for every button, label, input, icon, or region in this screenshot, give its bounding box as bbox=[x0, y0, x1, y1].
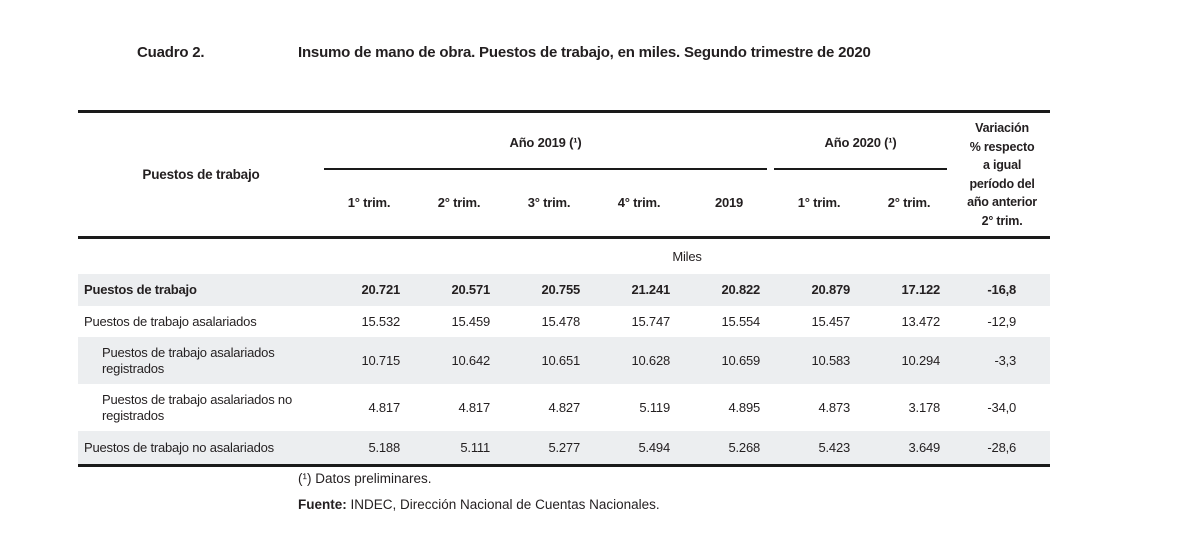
footnotes: (¹) Datos preliminares. Fuente: INDEC, D… bbox=[298, 471, 660, 513]
value-cell: 10.642 bbox=[414, 337, 504, 384]
year-2019-group-label: Año 2019 (¹) bbox=[324, 135, 768, 170]
source-note: Fuente: INDEC, Dirección Nacional de Cue… bbox=[298, 497, 660, 513]
value-cell: 17.122 bbox=[864, 274, 955, 306]
value-cell: 10.651 bbox=[504, 337, 594, 384]
table-row-no-asalariados: Puestos de trabajo no asalariados 5.188 … bbox=[78, 431, 1051, 466]
unit-row: Miles bbox=[78, 238, 1050, 275]
source-label: Fuente: bbox=[298, 497, 347, 512]
value-cell: 20.822 bbox=[684, 274, 775, 306]
year-2019-group-header: Año 2019 (¹) bbox=[324, 112, 774, 170]
footnote-preliminary-data: (¹) Datos preliminares. bbox=[298, 471, 432, 486]
col-header-2019-total: 2019 bbox=[714, 195, 744, 210]
col-header-2019-q1: 1° trim. bbox=[347, 195, 391, 210]
table-caption: Insumo de mano de obra. Puestos de traba… bbox=[298, 44, 871, 61]
value-cell: 21.241 bbox=[594, 274, 684, 306]
labor-input-table: Puestos de trabajo Año 2019 (¹) Año 2020… bbox=[78, 110, 1051, 467]
col-header-2020-q1: 1° trim. bbox=[797, 195, 841, 210]
stub-header: Puestos de trabajo bbox=[142, 166, 260, 182]
value-cell: 15.457 bbox=[811, 313, 851, 329]
value-cell: 15.459 bbox=[451, 313, 490, 329]
row-label: Puestos de trabajo asalariados bbox=[84, 313, 257, 329]
value-cell: 5.423 bbox=[774, 431, 865, 466]
value-cell: 5.277 bbox=[504, 431, 594, 466]
value-cell: 4.827 bbox=[548, 399, 580, 415]
value-cell: 5.188 bbox=[324, 431, 414, 466]
row-label: Puestos de trabajo no asalariados bbox=[78, 431, 324, 466]
row-label: Puestos de trabajo asalariados no regist… bbox=[102, 391, 292, 423]
value-cell: 10.628 bbox=[594, 337, 684, 384]
source-text: INDEC, Dirección Nacional de Cuentas Nac… bbox=[346, 497, 660, 512]
value-cell: 5.268 bbox=[684, 431, 775, 466]
variation-cell: -34,0 bbox=[987, 399, 1017, 415]
variation-column-header: Variación % respecto a igual período del… bbox=[967, 121, 1037, 228]
variation-cell: -16,8 bbox=[954, 274, 1051, 306]
variation-cell: -12,9 bbox=[987, 313, 1017, 329]
col-header-2019-q2: 2° trim. bbox=[437, 195, 481, 210]
col-header-2020-q2: 2° trim. bbox=[887, 195, 931, 210]
group-header-row: Puestos de trabajo Año 2019 (¹) Año 2020… bbox=[78, 112, 1050, 228]
quarter-header-row: 1° trim. 2° trim. 3° trim. 4° trim. 2019… bbox=[78, 170, 1050, 238]
row-label: Puestos de trabajo asalariados registrad… bbox=[78, 337, 324, 384]
value-cell: 5.119 bbox=[639, 399, 670, 415]
table-row-asalariados-no-registrados: Puestos de trabajo asalariados no regist… bbox=[78, 384, 1050, 431]
value-cell: 20.571 bbox=[414, 274, 504, 306]
value-cell: 10.583 bbox=[774, 337, 865, 384]
labor-input-table-wrapper: Puestos de trabajo Año 2019 (¹) Año 2020… bbox=[78, 110, 1051, 467]
year-2020-group-label: Año 2020 (¹) bbox=[774, 135, 948, 170]
table-row-asalariados-registrados: Puestos de trabajo asalariados registrad… bbox=[78, 337, 1051, 384]
unit-label: Miles bbox=[672, 248, 702, 264]
value-cell: 5.494 bbox=[594, 431, 684, 466]
value-cell: 4.895 bbox=[728, 399, 761, 415]
value-cell: 20.879 bbox=[774, 274, 865, 306]
value-cell: 4.817 bbox=[458, 399, 490, 415]
value-cell: 15.554 bbox=[721, 313, 761, 329]
value-cell: 10.294 bbox=[864, 337, 955, 384]
row-label: Puestos de trabajo bbox=[78, 274, 324, 306]
table-row-total: Puestos de trabajo 20.721 20.571 20.755 … bbox=[78, 274, 1051, 306]
value-cell: 20.755 bbox=[504, 274, 594, 306]
year-2020-group-header: Año 2020 (¹) bbox=[774, 112, 954, 170]
table-row-asalariados: Puestos de trabajo asalariados 15.532 15… bbox=[78, 306, 1050, 337]
variation-cell: -3,3 bbox=[954, 337, 1051, 384]
value-cell: 20.721 bbox=[324, 274, 414, 306]
col-header-2019-q3: 3° trim. bbox=[527, 195, 571, 210]
table-title: Cuadro 2. Insumo de mano de obra. Puestos… bbox=[137, 44, 871, 61]
value-cell: 3.178 bbox=[908, 399, 941, 415]
value-cell: 4.817 bbox=[368, 399, 400, 415]
unit-row-empty-cell bbox=[78, 238, 324, 275]
value-cell: 10.659 bbox=[684, 337, 775, 384]
table-number: Cuadro 2. bbox=[137, 44, 205, 61]
value-cell: 15.532 bbox=[361, 313, 400, 329]
value-cell: 15.478 bbox=[541, 313, 580, 329]
col-header-2019-q4: 4° trim. bbox=[617, 195, 661, 210]
value-cell: 5.111 bbox=[414, 431, 504, 466]
value-cell: 13.472 bbox=[901, 313, 941, 329]
value-cell: 4.873 bbox=[818, 399, 851, 415]
value-cell: 15.747 bbox=[631, 313, 670, 329]
value-cell: 3.649 bbox=[864, 431, 955, 466]
variation-cell: -28,6 bbox=[954, 431, 1051, 466]
value-cell: 10.715 bbox=[324, 337, 414, 384]
